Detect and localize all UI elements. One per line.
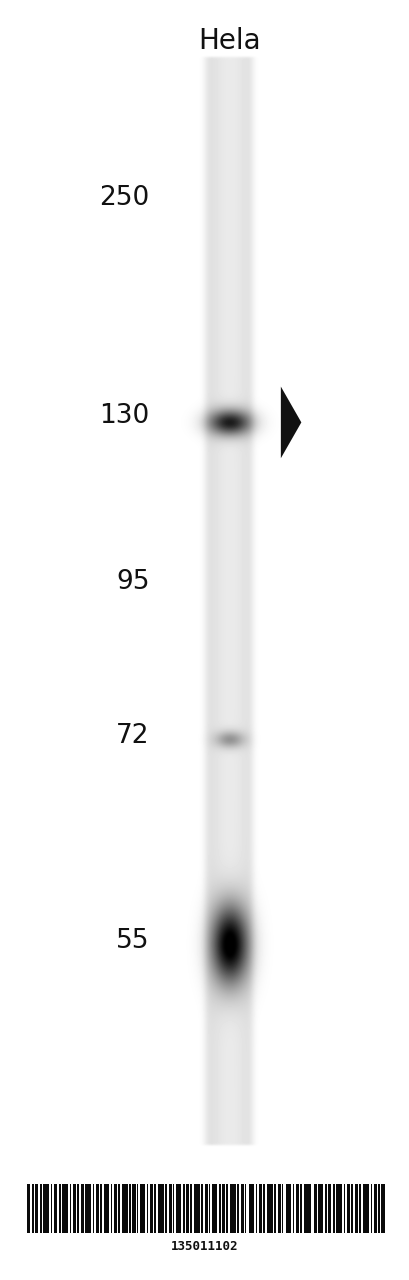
Bar — [377, 1184, 379, 1233]
Bar — [237, 1184, 238, 1233]
Bar — [136, 1184, 138, 1233]
Bar — [309, 1184, 310, 1233]
Bar — [186, 1184, 189, 1233]
Bar — [175, 1184, 181, 1233]
Bar — [114, 1184, 117, 1233]
Bar — [51, 1184, 52, 1233]
Bar — [240, 1184, 243, 1233]
Bar — [43, 1184, 49, 1233]
Bar — [208, 1184, 210, 1233]
Bar — [354, 1184, 357, 1233]
Bar — [32, 1184, 34, 1233]
Bar — [335, 1184, 341, 1233]
Bar — [168, 1184, 171, 1233]
Bar — [129, 1184, 130, 1233]
Bar — [59, 1184, 61, 1233]
Bar — [313, 1184, 316, 1233]
Bar — [255, 1184, 257, 1233]
Bar — [122, 1184, 127, 1233]
Bar — [277, 1184, 280, 1233]
Bar — [54, 1184, 57, 1233]
Bar — [158, 1184, 163, 1233]
Bar — [139, 1184, 145, 1233]
Bar — [343, 1184, 344, 1233]
Bar — [201, 1184, 202, 1233]
Bar — [132, 1184, 135, 1233]
Bar — [226, 1184, 227, 1233]
Bar — [62, 1184, 67, 1233]
Bar — [299, 1184, 301, 1233]
Bar — [370, 1184, 371, 1233]
Bar — [77, 1184, 79, 1233]
Bar — [346, 1184, 349, 1233]
Bar — [267, 1184, 272, 1233]
Bar — [165, 1184, 166, 1233]
Bar — [292, 1184, 294, 1233]
Bar — [263, 1184, 264, 1233]
Bar — [248, 1184, 254, 1233]
Bar — [103, 1184, 109, 1233]
Bar — [358, 1184, 360, 1233]
Text: 72: 72 — [116, 723, 149, 749]
Bar — [218, 1184, 220, 1233]
Bar — [373, 1184, 376, 1233]
Bar — [211, 1184, 217, 1233]
Bar — [230, 1184, 235, 1233]
Bar — [27, 1184, 30, 1233]
Bar — [100, 1184, 102, 1233]
Bar — [73, 1184, 76, 1233]
Text: 250: 250 — [99, 186, 149, 211]
Bar — [281, 1184, 283, 1233]
Bar — [70, 1184, 71, 1233]
Polygon shape — [280, 387, 301, 458]
Bar — [190, 1184, 191, 1233]
Bar — [194, 1184, 199, 1233]
Bar — [327, 1184, 330, 1233]
Bar — [303, 1184, 309, 1233]
Bar — [146, 1184, 148, 1233]
Bar — [258, 1184, 262, 1233]
Bar — [204, 1184, 207, 1233]
Bar — [95, 1184, 99, 1233]
Text: 135011102: 135011102 — [171, 1240, 238, 1253]
Bar — [35, 1184, 38, 1233]
Bar — [380, 1184, 384, 1233]
Bar — [332, 1184, 334, 1233]
Bar — [324, 1184, 326, 1233]
Bar — [81, 1184, 84, 1233]
Bar — [182, 1184, 184, 1233]
Text: 55: 55 — [116, 928, 149, 954]
Bar — [150, 1184, 153, 1233]
Bar — [362, 1184, 368, 1233]
Bar — [92, 1184, 94, 1233]
Bar — [295, 1184, 299, 1233]
Bar — [85, 1184, 90, 1233]
Bar — [274, 1184, 275, 1233]
Bar — [172, 1184, 174, 1233]
Bar — [154, 1184, 155, 1233]
Bar — [317, 1184, 322, 1233]
Bar — [222, 1184, 225, 1233]
Text: 130: 130 — [99, 403, 149, 429]
Bar — [110, 1184, 112, 1233]
Text: Hela: Hela — [198, 27, 260, 55]
Bar — [285, 1184, 290, 1233]
Text: 95: 95 — [116, 570, 149, 595]
Bar — [350, 1184, 352, 1233]
Bar — [40, 1184, 42, 1233]
Bar — [244, 1184, 246, 1233]
Bar — [118, 1184, 119, 1233]
